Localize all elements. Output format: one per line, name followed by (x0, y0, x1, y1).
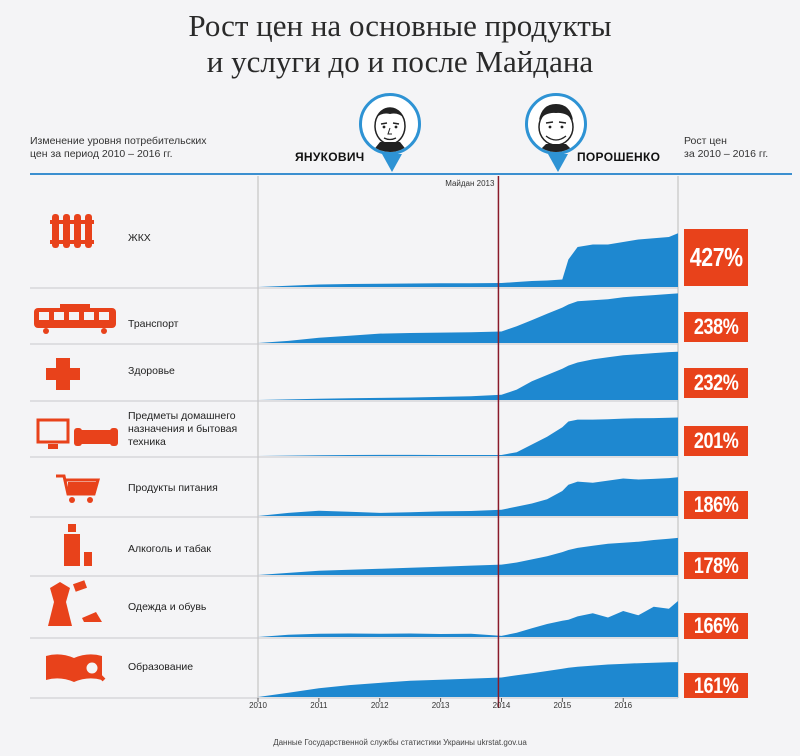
x-tick-label-2010: 2010 (249, 701, 267, 710)
row-label-education: Образование (128, 661, 194, 673)
pct-box-clothes: 166% (684, 613, 748, 639)
pct-box-household: 201% (684, 426, 748, 456)
header-divider (30, 173, 792, 175)
pct-box-transport: 238% (684, 312, 748, 342)
pct-box-zhkh: 427% (684, 229, 748, 286)
row-label-food: Продукты питания (128, 482, 218, 494)
area-series-6 (258, 601, 678, 637)
right-header-line2: за 2010 – 2016 гг. (684, 148, 769, 160)
source-note: Данные Государственной службы статистики… (273, 738, 527, 747)
x-tick-label-2011: 2011 (310, 701, 328, 710)
pct-value-zhkh: 427% (689, 242, 743, 272)
row-label-health: Здоровье (128, 365, 175, 377)
radiator-icon (50, 214, 94, 248)
row-label-clothes: Одежда и обувь (128, 601, 207, 613)
bottle-icon (64, 524, 92, 566)
row-label-alcohol: Алкоголь и табак (128, 543, 211, 555)
pct-box-health: 232% (684, 368, 748, 398)
pct-value-transport: 238% (693, 314, 739, 339)
pct-box-education: 161% (684, 673, 748, 698)
area-series-7 (258, 662, 678, 697)
shopping-cart-icon (56, 474, 100, 503)
x-tick-label-2012: 2012 (371, 701, 389, 710)
maidan-event-label: Майдан 2013 (445, 179, 495, 188)
area-series-1 (258, 293, 678, 343)
pct-value-education: 161% (693, 673, 739, 698)
area-series-4 (258, 477, 678, 516)
row-label-household: Предметы домашнего назначения и бытовая … (128, 410, 238, 448)
chart-title: Рост цен на основные продукты и услуги д… (0, 8, 800, 80)
x-tick-label-2014: 2014 (493, 701, 511, 710)
pct-value-health: 232% (693, 370, 739, 395)
pct-box-alcohol: 178% (684, 552, 748, 579)
pct-value-food: 186% (693, 492, 739, 517)
chart-title-line2: и услуги до и после Майдана (206, 44, 594, 79)
row-label-zhkh: ЖКХ (128, 232, 151, 244)
book-magnifier-icon (46, 654, 106, 682)
left-header-line1: Изменение уровня потребительских (30, 135, 207, 147)
tram-icon (34, 304, 116, 334)
right-header: Рост цен за 2010 – 2016 гг. (684, 135, 794, 161)
area-series-2 (258, 351, 678, 400)
yanukovych-pin (382, 154, 402, 172)
pct-value-clothes: 166% (693, 613, 739, 638)
poroshenko-portrait (525, 93, 587, 155)
clothes-icon (48, 580, 102, 626)
medical-cross-icon (46, 358, 80, 390)
poroshenko-pin (548, 154, 568, 172)
left-header: Изменение уровня потребительских цен за … (30, 135, 250, 161)
row-label-transport: Транспорт (128, 318, 179, 330)
area-series-5 (258, 537, 678, 575)
right-header-line1: Рост цен (684, 135, 727, 147)
x-tick-label-2015: 2015 (553, 701, 571, 710)
x-tick-label-2013: 2013 (432, 701, 450, 710)
pct-value-alcohol: 178% (693, 553, 739, 578)
left-header-line2: цен за период 2010 – 2016 гг. (30, 148, 173, 160)
period-before-label: ЯНУКОВИЧ (295, 150, 365, 164)
yanukovych-portrait (359, 93, 421, 155)
pct-box-food: 186% (684, 491, 748, 519)
area-series-3 (258, 417, 678, 456)
chart-title-line1: Рост цен на основные продукты (188, 8, 612, 43)
x-tick-label-2016: 2016 (614, 701, 632, 710)
tv-sofa-icon (36, 418, 118, 449)
pct-value-household: 201% (693, 428, 739, 453)
period-after-label: ПОРОШЕНКО (577, 150, 661, 164)
area-series-0 (258, 233, 678, 287)
